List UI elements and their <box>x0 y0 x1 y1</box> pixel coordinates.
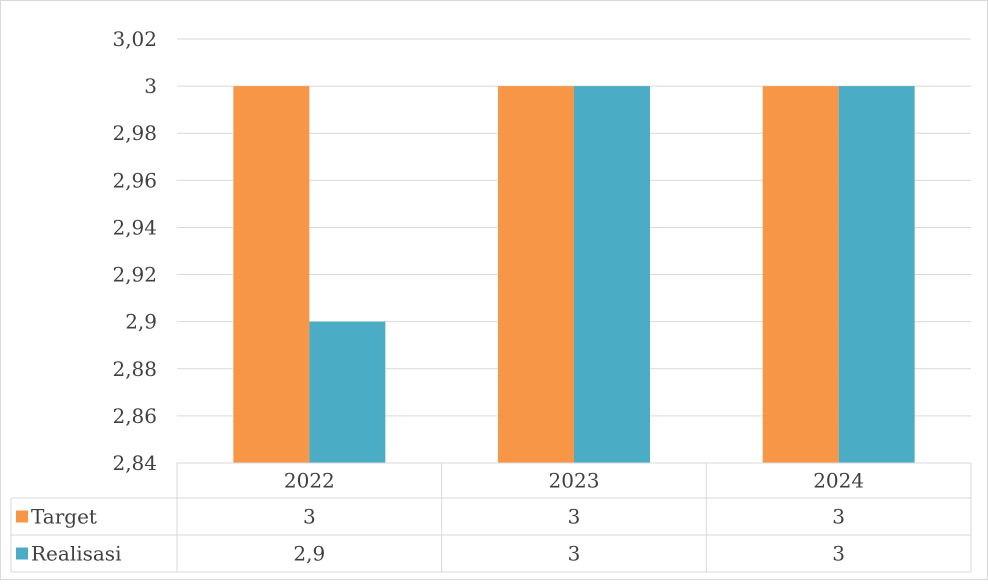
data-table-value: 3 <box>568 542 581 566</box>
y-tick-label: 2,94 <box>112 215 157 239</box>
y-tick-label: 2,98 <box>112 121 157 145</box>
bar-realisasi-2023 <box>574 86 650 463</box>
y-tick-label: 3,02 <box>112 27 157 51</box>
x-category-label: 2023 <box>549 469 600 493</box>
bar-realisasi-2022 <box>309 321 386 463</box>
y-tick-label: 2,84 <box>112 451 157 475</box>
y-tick-label: 2,88 <box>112 357 157 381</box>
y-tick-label: 2,92 <box>112 263 157 287</box>
data-table-value: 3 <box>568 505 581 529</box>
data-table-value: 3 <box>303 505 316 529</box>
data-table-value: 3 <box>832 505 845 529</box>
bar-target-2024 <box>762 86 839 463</box>
x-category-label: 2024 <box>813 469 864 493</box>
data-table-value: 3 <box>832 542 845 566</box>
y-axis-ticks: 2,84 2,86 2,88 2,9 2,92 2,94 2,96 2,98 3 3,02 <box>112 27 157 475</box>
legend-label: Target <box>31 505 97 529</box>
bars <box>233 86 915 463</box>
y-tick-label: 2,86 <box>112 404 157 428</box>
data-table: 2022 2023 2024 Target 3 3 3 Realisasi 2,9 3 3 <box>10 462 972 573</box>
legend-swatch-realisasi <box>16 547 28 560</box>
x-category-label: 2022 <box>284 469 335 493</box>
bar-realisasi-2024 <box>838 86 915 463</box>
y-tick-label: 2,9 <box>125 310 157 334</box>
legend-label: Realisasi <box>31 542 121 566</box>
legend-swatch-target <box>16 510 28 523</box>
y-tick-label: 3 <box>144 74 157 98</box>
bar-target-2022 <box>233 86 310 463</box>
bar-target-2023 <box>498 86 574 463</box>
y-tick-label: 2,96 <box>112 168 157 192</box>
data-table-value: 2,9 <box>293 542 325 566</box>
